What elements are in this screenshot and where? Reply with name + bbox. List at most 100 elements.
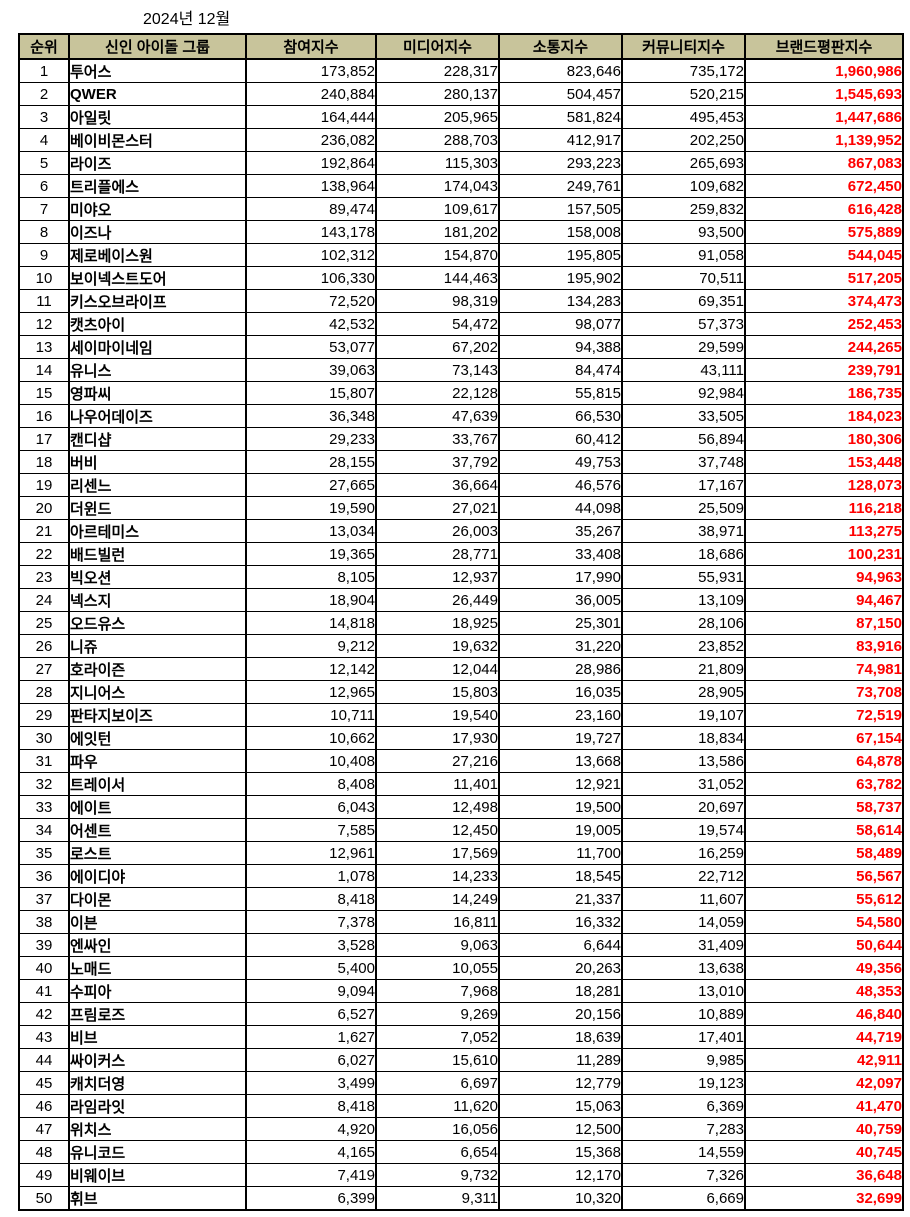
group-name-cell: 프림로즈 bbox=[68, 1002, 247, 1026]
rank-cell: 6 bbox=[18, 174, 70, 198]
media-index-cell: 16,811 bbox=[375, 910, 500, 934]
rank-cell: 8 bbox=[18, 220, 70, 244]
brand-reputation-index-cell: 113,275 bbox=[744, 519, 904, 543]
rank-cell: 20 bbox=[18, 496, 70, 520]
community-index-cell: 520,215 bbox=[621, 82, 746, 106]
media-index-cell: 12,450 bbox=[375, 818, 500, 842]
media-index-cell: 12,498 bbox=[375, 795, 500, 819]
community-index-cell: 33,505 bbox=[621, 404, 746, 428]
participation-index-cell: 19,365 bbox=[245, 542, 377, 566]
participation-index-cell: 15,807 bbox=[245, 381, 377, 405]
brand-reputation-index-cell: 83,916 bbox=[744, 634, 904, 658]
community-index-cell: 38,971 bbox=[621, 519, 746, 543]
group-name-cell: 유니스 bbox=[68, 358, 247, 382]
communication-index-cell: 823,646 bbox=[498, 58, 623, 83]
rank-cell: 37 bbox=[18, 887, 70, 911]
communication-index-cell: 21,337 bbox=[498, 887, 623, 911]
rank-cell: 17 bbox=[18, 427, 70, 451]
table-row: 41 수피아 9,094 7,968 18,281 13,010 48,353 bbox=[18, 979, 904, 1003]
group-name-cell: 리센느 bbox=[68, 473, 247, 497]
media-index-cell: 27,021 bbox=[375, 496, 500, 520]
brand-reputation-index-cell: 94,467 bbox=[744, 588, 904, 612]
communication-index-cell: 12,921 bbox=[498, 772, 623, 796]
brand-reputation-index-cell: 55,612 bbox=[744, 887, 904, 911]
community-index-cell: 28,905 bbox=[621, 680, 746, 704]
participation-index-cell: 138,964 bbox=[245, 174, 377, 198]
brand-reputation-index-cell: 44,719 bbox=[744, 1025, 904, 1049]
table-row: 47 위치스 4,920 16,056 12,500 7,283 40,759 bbox=[18, 1117, 904, 1141]
group-name-cell: 영파씨 bbox=[68, 381, 247, 405]
table-row: 36 에이디야 1,078 14,233 18,545 22,712 56,567 bbox=[18, 864, 904, 888]
media-index-cell: 7,052 bbox=[375, 1025, 500, 1049]
media-index-cell: 9,311 bbox=[375, 1186, 500, 1211]
table-row: 15 영파씨 15,807 22,128 55,815 92,984 186,735 bbox=[18, 381, 904, 405]
group-name-cell: 다이몬 bbox=[68, 887, 247, 911]
communication-index-cell: 158,008 bbox=[498, 220, 623, 244]
participation-index-cell: 236,082 bbox=[245, 128, 377, 152]
community-index-cell: 18,686 bbox=[621, 542, 746, 566]
communication-index-cell: 249,761 bbox=[498, 174, 623, 198]
table-row: 22 배드빌런 19,365 28,771 33,408 18,686 100,231 bbox=[18, 542, 904, 566]
group-name-cell: 보이넥스트도어 bbox=[68, 266, 247, 290]
brand-reputation-index-cell: 67,154 bbox=[744, 726, 904, 750]
brand-reputation-index-cell: 153,448 bbox=[744, 450, 904, 474]
community-index-cell: 259,832 bbox=[621, 197, 746, 221]
brand-reputation-index-cell: 36,648 bbox=[744, 1163, 904, 1187]
table-row: 8 이즈나 143,178 181,202 158,008 93,500 575,889 bbox=[18, 220, 904, 244]
group-name-cell: 에이트 bbox=[68, 795, 247, 819]
participation-index-cell: 7,585 bbox=[245, 818, 377, 842]
brand-reputation-index-cell: 72,519 bbox=[744, 703, 904, 727]
communication-index-cell: 36,005 bbox=[498, 588, 623, 612]
community-index-cell: 57,373 bbox=[621, 312, 746, 336]
rank-cell: 25 bbox=[18, 611, 70, 635]
group-name-cell: 노매드 bbox=[68, 956, 247, 980]
participation-index-cell: 3,499 bbox=[245, 1071, 377, 1095]
communication-index-cell: 11,700 bbox=[498, 841, 623, 865]
brand-reputation-index-cell: 58,489 bbox=[744, 841, 904, 865]
communication-index-cell: 25,301 bbox=[498, 611, 623, 635]
participation-index-cell: 6,399 bbox=[245, 1186, 377, 1211]
community-index-cell: 91,058 bbox=[621, 243, 746, 267]
brand-reputation-index-cell: 244,265 bbox=[744, 335, 904, 359]
brand-reputation-index-cell: 1,545,693 bbox=[744, 82, 904, 106]
table-row: 25 오드유스 14,818 18,925 25,301 28,106 87,150 bbox=[18, 611, 904, 635]
rank-cell: 36 bbox=[18, 864, 70, 888]
brand-reputation-index-cell: 180,306 bbox=[744, 427, 904, 451]
communication-index-cell: 195,805 bbox=[498, 243, 623, 267]
group-name-cell: 아르테미스 bbox=[68, 519, 247, 543]
community-index-cell: 31,409 bbox=[621, 933, 746, 957]
group-name-cell: 로스트 bbox=[68, 841, 247, 865]
rank-cell: 40 bbox=[18, 956, 70, 980]
participation-index-cell: 1,627 bbox=[245, 1025, 377, 1049]
col-header-rank: 순위 bbox=[18, 33, 70, 60]
media-index-cell: 280,137 bbox=[375, 82, 500, 106]
group-name-cell: 더윈드 bbox=[68, 496, 247, 520]
media-index-cell: 14,233 bbox=[375, 864, 500, 888]
brand-reputation-index-cell: 1,139,952 bbox=[744, 128, 904, 152]
participation-index-cell: 5,400 bbox=[245, 956, 377, 980]
ranking-table: 순위 신인 아이돌 그룹 참여지수 미디어지수 소통지수 커뮤니티지수 브랜드평… bbox=[18, 33, 904, 1211]
community-index-cell: 7,283 bbox=[621, 1117, 746, 1141]
participation-index-cell: 8,105 bbox=[245, 565, 377, 589]
table-row: 39 엔싸인 3,528 9,063 6,644 31,409 50,644 bbox=[18, 933, 904, 957]
media-index-cell: 228,317 bbox=[375, 58, 500, 83]
participation-index-cell: 1,078 bbox=[245, 864, 377, 888]
table-row: 11 키스오브라이프 72,520 98,319 134,283 69,351 374,47… bbox=[18, 289, 904, 313]
communication-index-cell: 17,990 bbox=[498, 565, 623, 589]
rank-cell: 10 bbox=[18, 266, 70, 290]
group-name-cell: 세이마이네임 bbox=[68, 335, 247, 359]
community-index-cell: 23,852 bbox=[621, 634, 746, 658]
rank-cell: 32 bbox=[18, 772, 70, 796]
table-row: 20 더윈드 19,590 27,021 44,098 25,509 116,218 bbox=[18, 496, 904, 520]
participation-index-cell: 7,378 bbox=[245, 910, 377, 934]
community-index-cell: 202,250 bbox=[621, 128, 746, 152]
communication-index-cell: 66,530 bbox=[498, 404, 623, 428]
community-index-cell: 28,106 bbox=[621, 611, 746, 635]
table-row: 2 QWER 240,884 280,137 504,457 520,215 1,545,6… bbox=[18, 82, 904, 106]
communication-index-cell: 19,005 bbox=[498, 818, 623, 842]
brand-reputation-index-cell: 1,960,986 bbox=[744, 58, 904, 83]
table-row: 26 니쥬 9,212 19,632 31,220 23,852 83,916 bbox=[18, 634, 904, 658]
table-row: 29 판타지보이즈 10,711 19,540 23,160 19,107 72,519 bbox=[18, 703, 904, 727]
brand-reputation-index-cell: 46,840 bbox=[744, 1002, 904, 1026]
table-row: 38 이븐 7,378 16,811 16,332 14,059 54,580 bbox=[18, 910, 904, 934]
